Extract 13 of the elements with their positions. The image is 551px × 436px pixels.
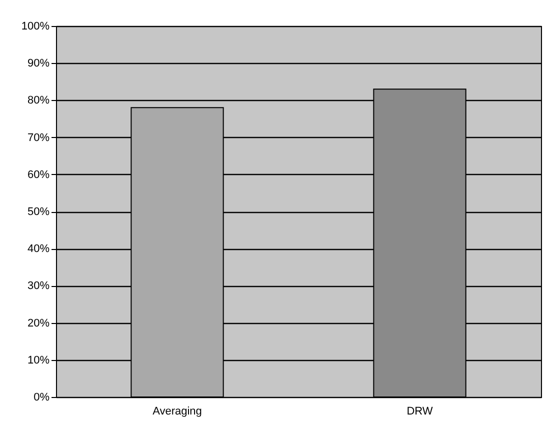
x-tick-label: DRW <box>406 406 434 418</box>
y-tick-label: 30% <box>27 280 50 292</box>
y-tick-label: 40% <box>27 243 50 256</box>
y-tick-label: 0% <box>34 392 50 404</box>
y-tick-label: 70% <box>27 132 50 144</box>
y-tick-label: 10% <box>27 354 50 366</box>
y-tick-label: 60% <box>27 168 50 181</box>
y-tick-label: 90% <box>27 58 50 70</box>
y-tick-label: 50% <box>27 206 50 218</box>
y-tick-label: 100% <box>21 20 50 32</box>
y-tick-label: 80% <box>27 94 50 107</box>
y-tick-label: 20% <box>27 317 50 330</box>
x-tick-label: Averaging <box>152 406 202 418</box>
